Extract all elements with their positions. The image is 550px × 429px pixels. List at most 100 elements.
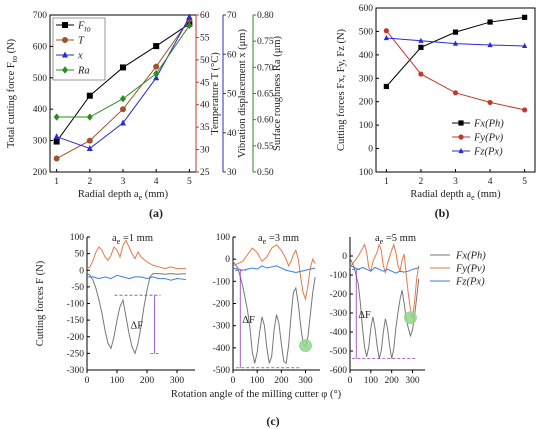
- data-point-Fy(Pv): [383, 28, 389, 34]
- x-tick-label: 2: [87, 177, 92, 187]
- y-tick-label: -200: [213, 300, 231, 310]
- y-tick-label: 0: [79, 266, 84, 276]
- panel-c-series: ΔF ΔF ΔF: [86, 239, 420, 369]
- y-tick-label: -400: [213, 344, 231, 354]
- data-point-Fz(Px): [418, 37, 424, 43]
- y-tick-label: -200: [330, 290, 348, 300]
- panel-a-legend: Fto Tx Ra: [52, 17, 106, 81]
- y-tick-label: 0: [368, 145, 373, 155]
- legend-swatch-marker: [62, 51, 68, 58]
- panel-a-series: [53, 13, 193, 162]
- x-tick-label: 0: [85, 376, 90, 386]
- series-line-Fx(Ph): [385, 16, 525, 87]
- trace-Fy: [232, 244, 316, 301]
- panel-c-chart: Cutting forces F (N) 100 50 0 -50 -100 -150 -20…: [35, 233, 486, 428]
- data-point-Fy(Pv): [487, 99, 493, 106]
- data-point-Fx(Ph): [522, 14, 528, 20]
- legend-swatch-marker: [458, 134, 464, 140]
- legend-entry-Ra: Ra: [77, 66, 90, 77]
- panel-b-legend: Fx(Ph) Fy(Pv) Fz(Px): [452, 119, 504, 158]
- subplot-title: ae =5 mm: [375, 233, 416, 246]
- x-tick-label: 100: [250, 376, 265, 386]
- data-point-Fy(Pv): [452, 90, 459, 96]
- highlight-circle: [299, 339, 312, 353]
- y-tick-label: 100: [359, 168, 374, 178]
- x-axis-label: Radial depth ae (mm): [410, 189, 501, 202]
- legend-entry-x: x: [77, 51, 83, 62]
- y-tick-label-T: 55: [200, 33, 210, 43]
- y-tick-label-Ra: 0.60: [257, 116, 274, 126]
- y-tick-label: 300: [359, 74, 374, 84]
- panel-c-axes: Cutting forces F (N) 100 50 0 -50 -100 -150 -20…: [35, 233, 425, 400]
- y-tick-label: -150: [67, 316, 85, 326]
- y-tick-label: 100: [359, 121, 374, 131]
- panel-c-legend: Fx(Ph) Fy(Pv) Fz(Px): [430, 251, 486, 288]
- y-tick-label-T: 45: [200, 78, 210, 88]
- x-tick-label: 200: [140, 376, 155, 386]
- subplot-title: ae =3 mm: [258, 233, 299, 246]
- trace-Fy: [349, 242, 420, 319]
- data-point-Fy(Pv): [522, 107, 528, 113]
- data-point-F: [53, 138, 60, 145]
- data-point-Fz(Px): [383, 34, 389, 41]
- y-tick-label: 500: [359, 27, 374, 37]
- y-tick-label-T: 25: [200, 168, 210, 178]
- y-tick-label: -500: [213, 366, 231, 376]
- panel-b-axes: 1 2 3 4 5 600 500 400 300 200 100 0 100 Radial depth …: [336, 4, 536, 202]
- trace-Fz: [349, 265, 419, 274]
- y-tick-label-Ra: 0.75: [257, 37, 274, 47]
- highlight-circle: [403, 311, 417, 325]
- y-tick-label-Ra: 0.65: [257, 90, 274, 100]
- data-point-T: [86, 137, 93, 144]
- x-tick-label: 1: [384, 177, 389, 187]
- delta-f-label: ΔF: [358, 310, 371, 321]
- data-point-x: [53, 133, 60, 140]
- y-tick-label: -500: [330, 347, 348, 357]
- data-point-Ra: [53, 113, 60, 121]
- data-point-Fz(Px): [452, 40, 459, 46]
- y-axis-label-x: Vibration displacement x (μm): [237, 29, 248, 158]
- x-tick-label: 100: [364, 376, 379, 386]
- legend-entry-Fx(Ph): Fx(Ph): [455, 251, 486, 262]
- trace-Fz: [87, 274, 187, 281]
- data-point-Ra: [120, 95, 126, 103]
- y-tick-label: 600: [359, 4, 374, 14]
- trace-Fx: [349, 257, 420, 359]
- x-tick-label: 300: [405, 376, 420, 386]
- panel-b-chart: 1 2 3 4 5 600 500 400 300 200 100 0 100 Radial depth …: [336, 4, 536, 220]
- trace-Fz: [232, 265, 316, 273]
- y-tick-label-x: 30: [227, 168, 237, 178]
- legend-entry-T: T: [78, 36, 85, 47]
- legend-swatch-marker: [62, 37, 68, 43]
- y-axis-label-F: Total cutting force Fto (N): [6, 38, 19, 148]
- x-tick-label: 200: [274, 376, 289, 386]
- y-tick-label-T: 50: [200, 56, 210, 66]
- y-axis-label-Ra: Surface roughness Ra (μm): [272, 36, 283, 151]
- y-tick-label-Ra: 0.80: [257, 11, 274, 21]
- y-tick-label: -250: [67, 349, 85, 359]
- y-tick-label-F: 200: [33, 168, 48, 178]
- y-tick-label-x: 40: [227, 129, 237, 139]
- legend-entry-Fy(Pv): Fy(Pv): [455, 264, 486, 275]
- data-point-Fx(Ph): [487, 19, 493, 25]
- x-tick-label: 200: [385, 376, 400, 386]
- legend-entry-Fx(Ph): Fx(Ph): [473, 119, 504, 130]
- data-point-Fz(Px): [487, 41, 493, 48]
- legend-entry-F: Fto: [77, 21, 91, 34]
- legend-swatch-marker: [458, 120, 464, 126]
- y-tick-label: -100: [330, 271, 348, 281]
- y-tick-label: -600: [330, 366, 348, 376]
- y-tick-label-x: 50: [227, 90, 237, 100]
- caption-a: (a): [149, 206, 163, 220]
- y-tick-label-F: 700: [33, 11, 48, 21]
- legend-swatch-marker: [62, 22, 68, 28]
- x-tick-label: 4: [154, 177, 159, 187]
- y-tick-label-Ra: 0.70: [257, 63, 274, 73]
- data-point-Ra: [86, 113, 93, 121]
- y-tick-label-x: 60: [227, 50, 237, 60]
- delta-f-label: ΔF: [131, 320, 144, 331]
- y-tick-label-T: 35: [200, 123, 210, 133]
- data-point-T: [120, 106, 126, 113]
